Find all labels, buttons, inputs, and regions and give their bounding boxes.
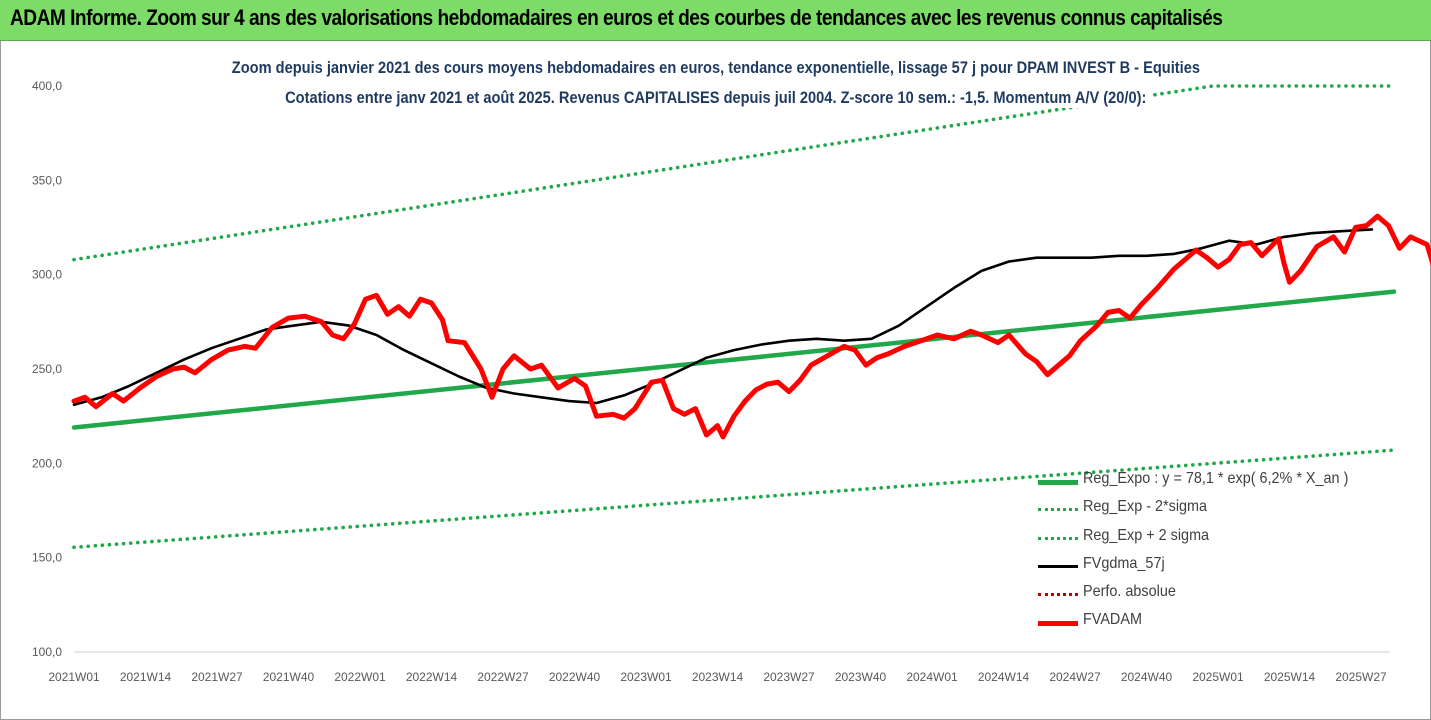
y-tick-label: 150,0 (32, 551, 62, 565)
x-tick-label: 2022W01 (334, 670, 386, 684)
legend-swatch (1038, 508, 1078, 512)
x-tick-label: 2021W01 (48, 670, 100, 684)
y-tick-label: 250,0 (32, 362, 62, 376)
y-tick-label: 350,0 (32, 173, 62, 187)
x-tick-label: 2022W40 (549, 670, 601, 684)
chart-subtitle: Cotations entre janv 2021 et août 2025. … (0, 88, 1431, 108)
legend-label: FVgdma_57j (1083, 554, 1165, 572)
x-tick-label: 2021W14 (120, 670, 172, 684)
x-tick-label: 2025W27 (1335, 670, 1387, 684)
x-tick-label: 2021W40 (263, 670, 315, 684)
legend-swatch (1038, 536, 1078, 540)
y-tick-label: 100,0 (32, 645, 62, 659)
legend-label: FVADAM (1083, 611, 1142, 629)
series-layer (71, 84, 1431, 550)
legend-swatch (1038, 564, 1078, 568)
chart-title: Zoom depuis janvier 2021 des cours moyen… (0, 58, 1431, 78)
x-tick-label: 2022W14 (406, 670, 458, 684)
series-line-5 (71, 213, 1431, 440)
legend-label: Perfo. absolue (1083, 583, 1176, 601)
legend-swatch (1038, 480, 1078, 485)
x-tick-label: 2025W14 (1264, 670, 1316, 684)
y-tick-label: 400,0 (32, 79, 62, 93)
report-banner: ADAM Informe. Zoom sur 4 ans des valoris… (0, 0, 1431, 41)
legend-label: Reg_Expo : y = 78,1 * exp( 6,2% * X_an ) (1083, 470, 1349, 487)
x-tick-label: 2023W27 (763, 670, 815, 684)
x-tick-label: 2025W01 (1192, 670, 1244, 684)
x-tick-label: 2022W27 (477, 670, 529, 684)
legend-swatch (1038, 621, 1078, 627)
legend-item: FVADAM (1036, 609, 1376, 637)
x-tick-label: 2024W27 (1049, 670, 1101, 684)
legend-swatch (1038, 593, 1078, 597)
legend-label: Reg_Exp - 2*sigma (1083, 498, 1208, 516)
y-tick-label: 300,0 (32, 268, 62, 282)
legend-item: Perfo. absolue (1036, 581, 1376, 609)
x-tick-label: 2023W40 (835, 670, 887, 684)
y-axis-tick-labels: 100,0 150,0 200,0 250,0 300,0 350,0 400,0 (32, 79, 62, 659)
x-tick-label: 2024W14 (978, 670, 1030, 684)
series-line-0 (71, 289, 1397, 430)
legend-item: FVgdma_57j (1036, 553, 1376, 581)
x-tick-label: 2023W14 (692, 670, 744, 684)
y-tick-label: 200,0 (32, 456, 62, 470)
x-axis-tick-labels: 2021W01 2021W14 2021W27 2021W40 2022W01 2022W… (48, 670, 1387, 684)
x-tick-label: 2024W01 (906, 670, 958, 684)
legend-item: Reg_Exp - 2*sigma (1036, 496, 1376, 524)
legend-item: Reg_Expo : y = 78,1 * exp( 6,2% * X_an ) (1036, 468, 1376, 496)
chart-legend: Reg_Expo : y = 78,1 * exp( 6,2% * X_an )… (1036, 468, 1376, 638)
x-tick-label: 2024W40 (1121, 670, 1173, 684)
series-line-2 (72, 84, 1396, 262)
x-tick-label: 2021W27 (191, 670, 243, 684)
series-line-3 (72, 228, 1374, 407)
legend-item: Reg_Exp + 2 sigma (1036, 525, 1376, 553)
series-line-1 (72, 448, 1396, 550)
report-title: ADAM Informe. Zoom sur 4 ans des valoris… (10, 5, 1223, 30)
x-tick-label: 2023W01 (620, 670, 672, 684)
legend-label: Reg_Exp + 2 sigma (1083, 526, 1210, 544)
